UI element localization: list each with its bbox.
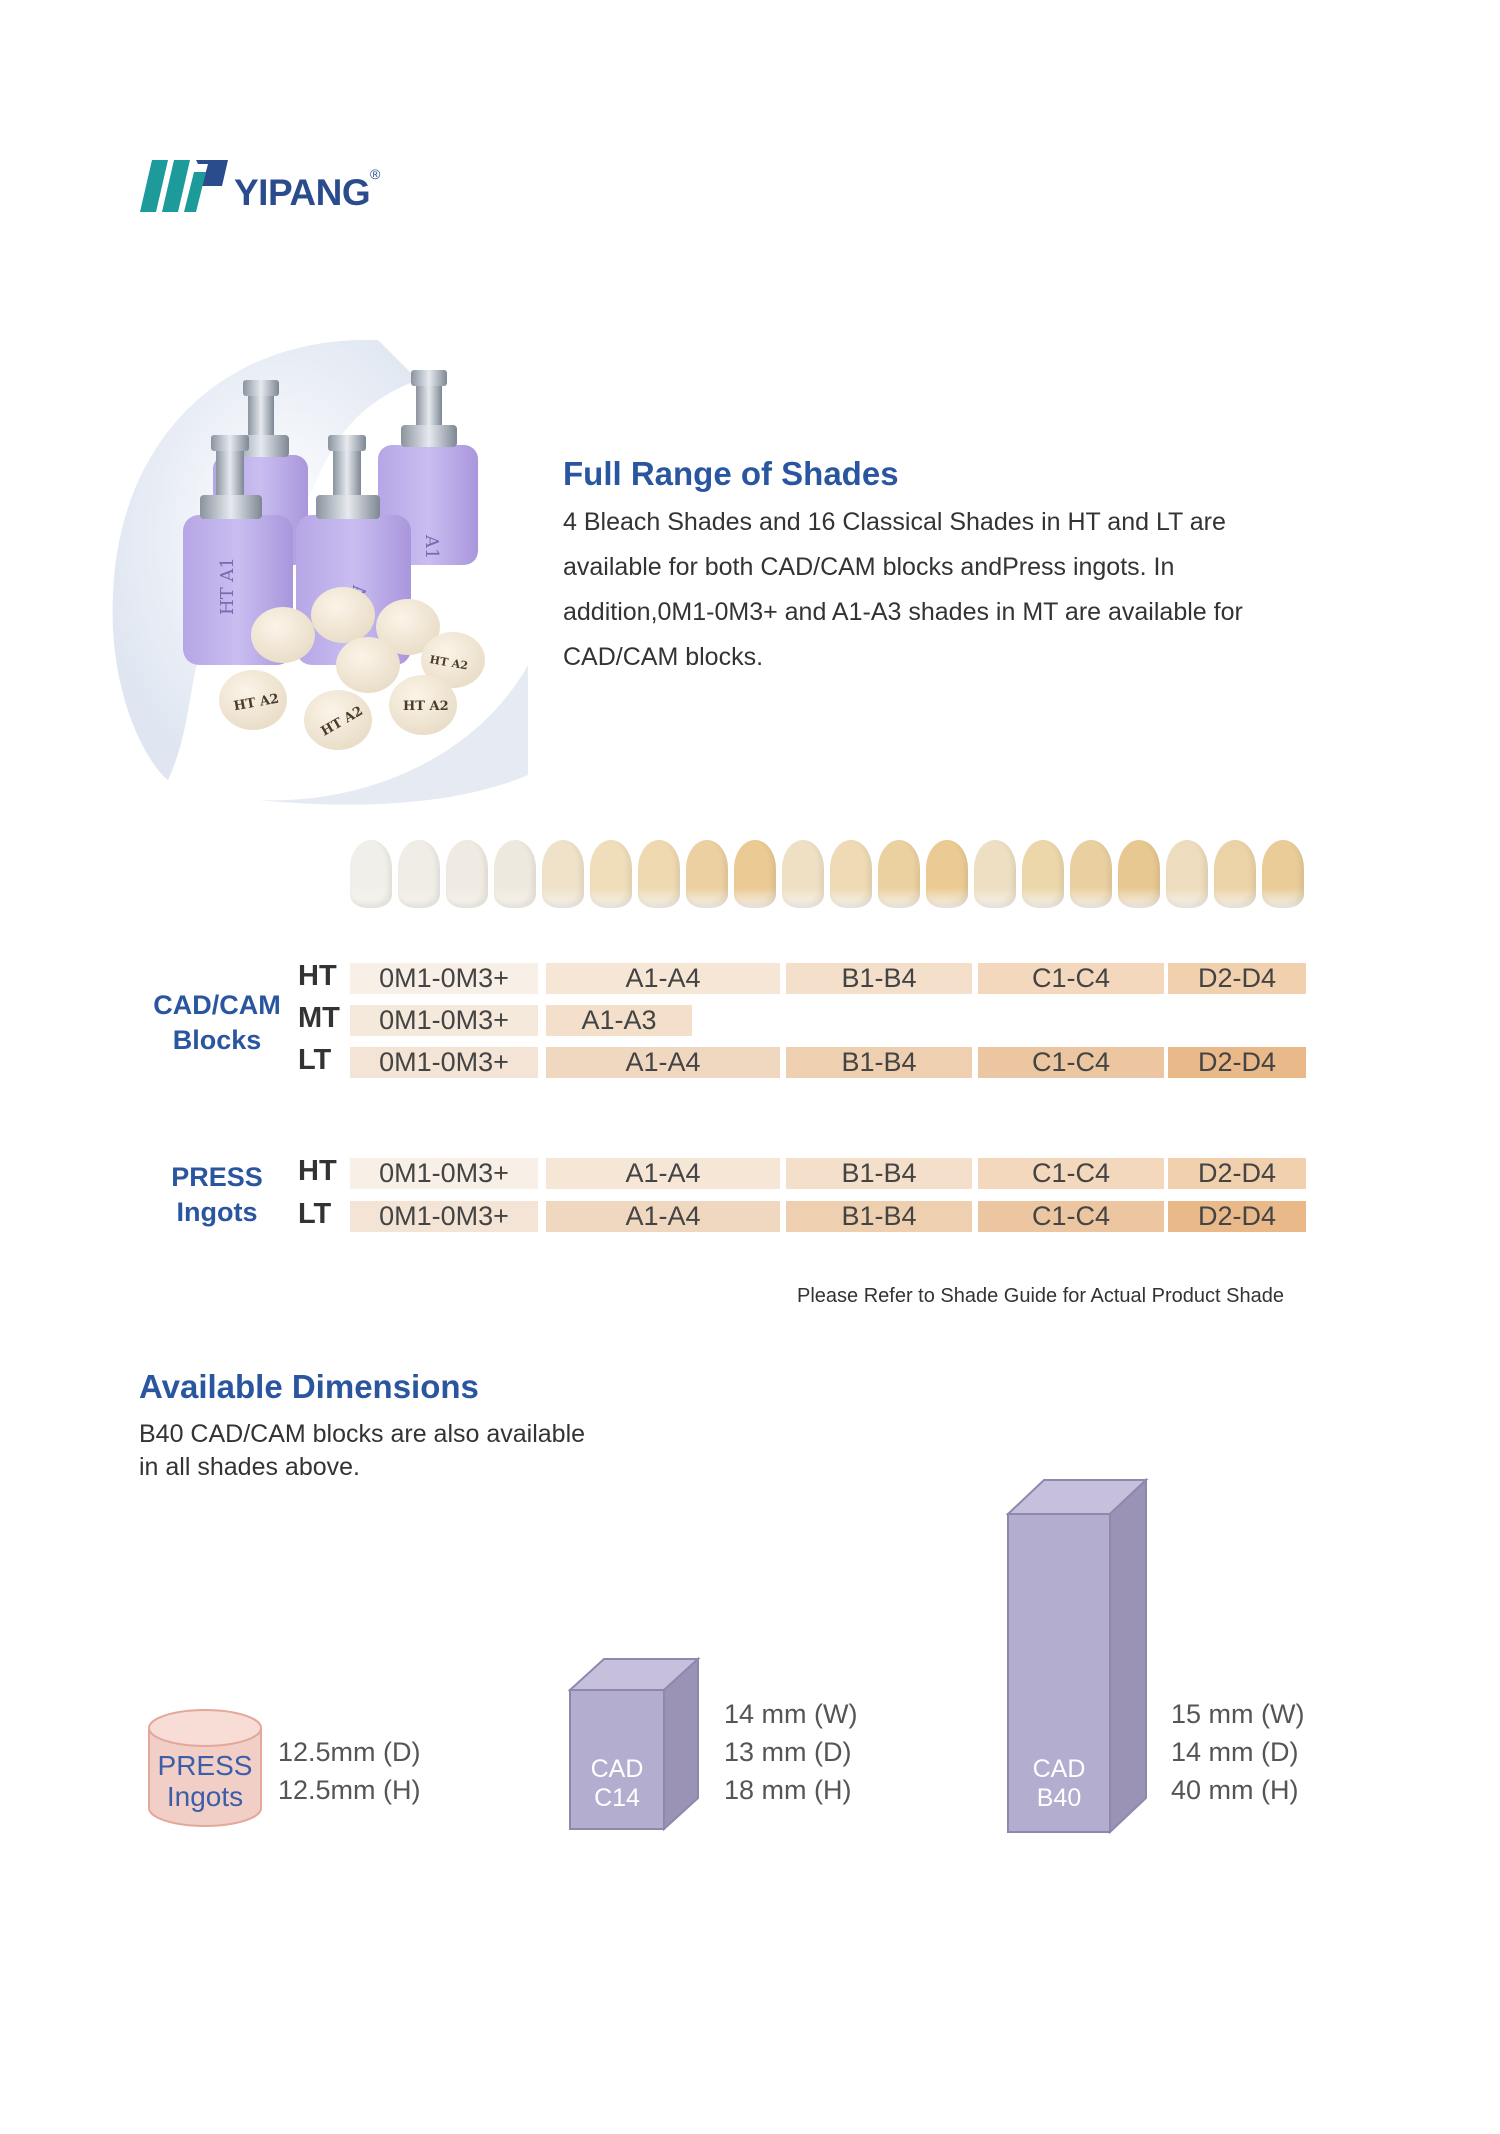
press-group-label: PRESS Ingots bbox=[147, 1160, 287, 1230]
spec-height: 18 mm (H) bbox=[724, 1775, 852, 1805]
brand-logo: YIPANG ® bbox=[138, 158, 398, 218]
spec-height: 12.5mm (H) bbox=[278, 1775, 421, 1805]
shades-title: Full Range of Shades bbox=[563, 455, 899, 492]
shade-tooth bbox=[734, 840, 776, 908]
shade-range-cell: A1-A4 bbox=[546, 1158, 780, 1189]
spec-depth: 14 mm (D) bbox=[1171, 1737, 1299, 1767]
shade-range-cell: C1-C4 bbox=[978, 1047, 1164, 1078]
svg-text:A1: A1 bbox=[421, 534, 442, 559]
shade-range-cell: D2-D4 bbox=[1168, 1201, 1306, 1232]
shade-range-cell: 0M1-0M3+ bbox=[350, 1158, 538, 1189]
shade-range-cell: B1-B4 bbox=[786, 1201, 972, 1232]
press-label-line1: PRESS bbox=[171, 1162, 263, 1192]
grade-label: LT bbox=[298, 1044, 332, 1076]
shade-tooth bbox=[830, 840, 872, 908]
dimensions-subtitle-line2: in all shades above. bbox=[139, 1453, 360, 1481]
shade-range-cell: 0M1-0M3+ bbox=[350, 963, 538, 994]
shade-teeth-strip bbox=[350, 840, 1305, 910]
press-ingot-label-line2: Ingots bbox=[166, 1781, 244, 1812]
spec-width: 14 mm (W) bbox=[724, 1699, 858, 1729]
press-ingot-label: PRESS Ingots bbox=[145, 1750, 265, 1812]
spec-diameter: 12.5mm (D) bbox=[278, 1737, 421, 1767]
press-ingot-shape: PRESS Ingots bbox=[145, 1700, 265, 1830]
shade-range-cell: B1-B4 bbox=[786, 963, 972, 994]
cad-c14-specs: 14 mm (W) 13 mm (D) 18 mm (H) bbox=[724, 1695, 857, 1809]
grade-label: LT bbox=[298, 1198, 332, 1230]
shade-tooth bbox=[926, 840, 968, 908]
shade-range-cell: 0M1-0M3+ bbox=[350, 1201, 538, 1232]
shade-range-cell: A1-A4 bbox=[546, 963, 780, 994]
cad-b40-specs: 15 mm (W) 14 mm (D) 40 mm (H) bbox=[1171, 1695, 1304, 1809]
cad-b40-block-shape: CAD B40 bbox=[1006, 1478, 1151, 1834]
shade-tooth bbox=[878, 840, 920, 908]
shade-range-cell: D2-D4 bbox=[1168, 1047, 1306, 1078]
press-label-line2: Ingots bbox=[176, 1197, 258, 1227]
shade-guide-note: Please Refer to Shade Guide for Actual P… bbox=[797, 1285, 1284, 1307]
shade-range-cell: D2-D4 bbox=[1168, 1158, 1306, 1189]
grade-label: HT bbox=[298, 960, 337, 992]
shade-range-cell: D2-D4 bbox=[1168, 963, 1306, 994]
shade-tooth bbox=[1166, 840, 1208, 908]
cad-c14-block-shape: CAD C14 bbox=[568, 1657, 703, 1832]
cad-b40-label-line2: B40 bbox=[1036, 1784, 1082, 1812]
shade-range-cell: 0M1-0M3+ bbox=[350, 1005, 538, 1036]
cadcam-label-line2: Blocks bbox=[172, 1025, 262, 1055]
press-ingot-specs: 12.5mm (D) 12.5mm (H) bbox=[278, 1733, 421, 1809]
brand-name: YIPANG bbox=[234, 172, 371, 213]
cad-c14-label: CAD C14 bbox=[570, 1755, 664, 1813]
shade-range-cell: A1-A4 bbox=[546, 1047, 780, 1078]
shade-tooth bbox=[542, 840, 584, 908]
ingot-label: HT A2 bbox=[403, 699, 449, 714]
dimensions-subtitle-line1: B40 CAD/CAM blocks are also available bbox=[139, 1420, 586, 1448]
shade-tooth bbox=[1022, 840, 1064, 908]
grade-label: HT bbox=[298, 1155, 337, 1187]
cube-icon bbox=[568, 1657, 701, 1832]
shade-tooth bbox=[686, 840, 728, 908]
shade-tooth bbox=[1070, 840, 1112, 908]
product-illustration: A1 HT A1 A1 HT A2 HT A2 bbox=[112, 339, 528, 805]
shades-description: 4 Bleach Shades and 16 Classical Shades … bbox=[563, 508, 1243, 671]
spec-width: 15 mm (W) bbox=[1171, 1699, 1305, 1729]
cylinder-icon bbox=[148, 1709, 262, 1827]
shade-range-cell: A1-A3 bbox=[546, 1005, 692, 1036]
product-image: A1 HT A1 A1 HT A2 HT A2 bbox=[108, 335, 568, 805]
cad-c14-label-line2: C14 bbox=[594, 1784, 640, 1812]
shade-range-cell: C1-C4 bbox=[978, 1201, 1164, 1232]
shade-tooth bbox=[1262, 840, 1304, 908]
shade-tooth bbox=[494, 840, 536, 908]
shade-tooth bbox=[782, 840, 824, 908]
shade-tooth bbox=[590, 840, 632, 908]
shade-range-cell: B1-B4 bbox=[786, 1047, 972, 1078]
shade-range-cell: C1-C4 bbox=[978, 963, 1164, 994]
cad-c14-label-line1: CAD bbox=[590, 1755, 644, 1783]
cadcam-label-line1: CAD/CAM bbox=[153, 990, 281, 1020]
cad-b40-label-line1: CAD bbox=[1032, 1755, 1086, 1783]
shade-range-cell: 0M1-0M3+ bbox=[350, 1047, 538, 1078]
spec-height: 40 mm (H) bbox=[1171, 1775, 1299, 1805]
block-label: HT A1 bbox=[217, 557, 238, 615]
grade-label: MT bbox=[298, 1002, 340, 1034]
spec-depth: 13 mm (D) bbox=[724, 1737, 852, 1767]
registered-mark: ® bbox=[370, 166, 381, 182]
shade-tooth bbox=[1214, 840, 1256, 908]
shade-range-cell: A1-A4 bbox=[546, 1201, 780, 1232]
shade-tooth bbox=[350, 840, 392, 908]
shade-tooth bbox=[446, 840, 488, 908]
yipang-logo-mark bbox=[140, 160, 228, 212]
press-ingot-label-line1: PRESS bbox=[157, 1750, 253, 1781]
shade-tooth bbox=[1118, 840, 1160, 908]
shade-range-cell: B1-B4 bbox=[786, 1158, 972, 1189]
shade-tooth bbox=[638, 840, 680, 908]
shade-range-cell: C1-C4 bbox=[978, 1158, 1164, 1189]
shade-tooth bbox=[398, 840, 440, 908]
cube-icon bbox=[1006, 1478, 1149, 1834]
dimensions-title: Available Dimensions bbox=[139, 1368, 479, 1405]
shade-tooth bbox=[974, 840, 1016, 908]
cadcam-group-label: CAD/CAM Blocks bbox=[147, 988, 287, 1058]
dimensions-subtitle: B40 CAD/CAM blocks are also available in… bbox=[139, 1418, 585, 1484]
cad-b40-label: CAD B40 bbox=[1008, 1755, 1110, 1813]
